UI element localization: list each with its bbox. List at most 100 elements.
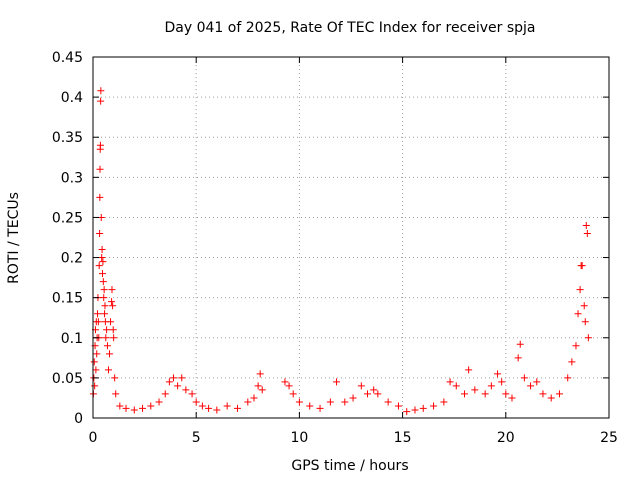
data-point xyxy=(99,258,107,266)
data-point xyxy=(112,390,120,398)
data-point xyxy=(192,398,200,406)
y-tick-label: 0.05 xyxy=(52,371,83,387)
data-point xyxy=(256,370,264,378)
data-point xyxy=(295,398,303,406)
data-point xyxy=(90,358,98,366)
data-point xyxy=(254,382,262,390)
data-point xyxy=(106,350,114,358)
data-point xyxy=(465,366,473,374)
data-point xyxy=(461,390,469,398)
data-point xyxy=(555,390,563,398)
data-point xyxy=(122,404,130,412)
data-point xyxy=(498,378,506,386)
data-point xyxy=(182,386,190,394)
data-point xyxy=(108,286,116,294)
y-tick-label: 0.1 xyxy=(61,331,83,347)
y-tick-label: 0.3 xyxy=(61,170,83,186)
data-point xyxy=(97,87,105,95)
data-point xyxy=(285,382,293,390)
data-point xyxy=(487,382,495,390)
data-point xyxy=(572,342,580,350)
chart-title: Day 041 of 2025, Rate Of TEC Index for r… xyxy=(164,20,535,36)
y-tick-label: 0.4 xyxy=(61,90,83,106)
data-point xyxy=(494,370,502,378)
data-point xyxy=(430,402,438,410)
data-point xyxy=(108,298,116,306)
x-tick-label: 5 xyxy=(192,430,201,446)
data-point xyxy=(446,378,454,386)
data-point xyxy=(109,302,117,310)
data-point xyxy=(95,262,103,270)
data-point xyxy=(349,394,357,402)
data-point xyxy=(440,398,448,406)
x-tick-label: 25 xyxy=(600,430,618,446)
data-point xyxy=(161,390,169,398)
data-point xyxy=(198,402,206,410)
data-point xyxy=(103,326,111,334)
data-point xyxy=(502,390,510,398)
data-point xyxy=(394,402,402,410)
y-axis-ticks: 0 0.05 0.1 0.15 0.2 0.25 0.3 0.35 0.4 0.45 xyxy=(52,50,609,427)
data-point xyxy=(93,350,101,358)
data-point xyxy=(364,390,372,398)
data-point xyxy=(111,374,119,382)
data-point xyxy=(250,394,258,402)
data-point xyxy=(101,302,109,310)
data-point xyxy=(165,378,173,386)
data-point xyxy=(516,340,524,348)
data-point xyxy=(130,406,138,414)
data-point xyxy=(374,390,382,398)
data-point xyxy=(110,334,118,342)
data-point xyxy=(582,221,590,229)
data-point xyxy=(213,406,221,414)
data-point xyxy=(583,229,591,237)
data-point xyxy=(419,404,427,412)
data-point xyxy=(116,402,124,410)
data-point xyxy=(98,254,106,262)
data-point xyxy=(533,378,541,386)
data-point xyxy=(100,286,108,294)
data-point xyxy=(580,302,588,310)
x-axis-label: GPS time / hours xyxy=(291,458,408,474)
data-point xyxy=(94,310,102,318)
data-point xyxy=(581,318,589,326)
data-point xyxy=(94,318,102,326)
y-tick-label: 0.2 xyxy=(61,251,83,267)
x-tick-label: 20 xyxy=(497,430,515,446)
data-point xyxy=(316,404,324,412)
data-point xyxy=(527,382,535,390)
data-point xyxy=(188,390,196,398)
y-tick-label: 0.45 xyxy=(52,50,83,66)
x-tick-label: 15 xyxy=(394,430,412,446)
data-point xyxy=(107,318,115,326)
data-point xyxy=(91,382,99,390)
data-point xyxy=(101,310,109,318)
data-point xyxy=(576,286,584,294)
data-point xyxy=(508,394,516,402)
y-axis-label: ROTI / TECUs xyxy=(6,192,22,284)
data-point xyxy=(98,270,106,278)
data-point xyxy=(547,394,555,402)
data-point xyxy=(281,378,289,386)
data-point xyxy=(155,398,163,406)
data-point xyxy=(471,386,479,394)
data-point xyxy=(92,366,100,374)
data-point xyxy=(584,334,592,342)
data-point xyxy=(564,374,572,382)
data-point xyxy=(169,374,177,382)
y-tick-label: 0.15 xyxy=(52,291,83,307)
data-point xyxy=(520,374,528,382)
data-point xyxy=(403,408,411,416)
data-point xyxy=(306,402,314,410)
data-point xyxy=(96,165,104,173)
data-point xyxy=(104,366,112,374)
x-axis-ticks: 0 5 10 15 20 25 xyxy=(89,57,618,446)
data-point xyxy=(96,229,104,237)
data-point xyxy=(568,358,576,366)
data-point xyxy=(109,326,117,334)
x-tick-label: 0 xyxy=(89,430,98,446)
data-point xyxy=(223,402,231,410)
x-tick-label: 10 xyxy=(290,430,308,446)
data-point xyxy=(539,390,547,398)
data-point xyxy=(205,404,213,412)
